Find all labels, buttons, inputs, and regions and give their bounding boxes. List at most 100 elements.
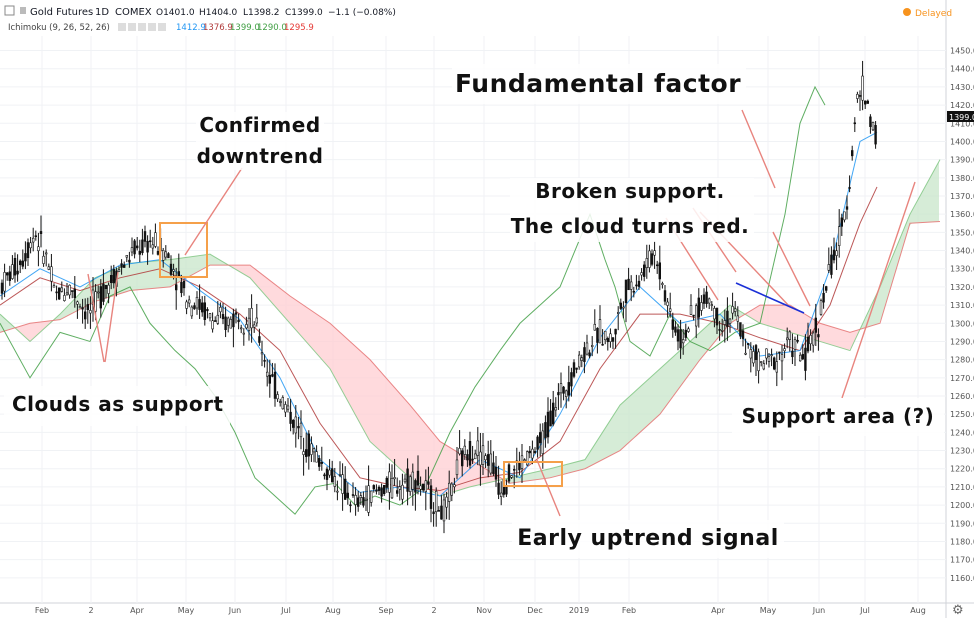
cloud-segment-bullish: [132, 262, 135, 291]
arrow-support-2: [104, 271, 119, 363]
cloud-segment-bullish: [126, 263, 129, 292]
candle-body: [333, 476, 336, 487]
candle-body: [71, 290, 74, 292]
candle-body: [583, 347, 586, 362]
cloud-segment-bullish: [201, 255, 204, 270]
indicator-name[interactable]: Ichimoku (9, 26, 52, 26): [8, 23, 110, 33]
candle-body: [858, 95, 862, 97]
candle-body: [486, 454, 490, 466]
candle-body: [824, 286, 828, 291]
candle-body: [286, 405, 290, 410]
cloud-segment-bullish: [564, 464, 567, 475]
candle-body: [863, 100, 867, 105]
cloud-segment-bullish: [615, 408, 618, 454]
label-bg-fundamental: [452, 64, 746, 104]
cloud-segment-bullish: [741, 311, 744, 317]
settings-gear-icon[interactable]: ⚙: [952, 603, 964, 618]
candle-body: [206, 309, 209, 312]
confirmed-downtrend-box: [159, 222, 208, 278]
cloud-segment-bearish: [396, 389, 399, 468]
cloud-segment-bullish: [3, 316, 6, 332]
candle-body: [437, 510, 440, 512]
price-axis[interactable]: 1160.0 1170.0 1180.0 1190.0 1200.0 1210.0 1220…: [950, 47, 974, 583]
time-tick-label: Aug: [910, 606, 926, 615]
candle-body: [198, 299, 201, 310]
candle-body: [234, 312, 238, 315]
candle-body: [110, 275, 113, 284]
cloud-segment-bullish: [537, 471, 540, 480]
cloud-segment-bearish: [393, 385, 396, 466]
candle-body: [710, 304, 714, 306]
indicator-remove-icon[interactable]: [148, 23, 156, 31]
candle-body: [42, 255, 45, 264]
time-axis[interactable]: Feb 2 Apr May Jun Jul Aug Sep 2 Nov Dec 2019 Feb Apr M…: [35, 606, 926, 615]
candle-body: [338, 474, 342, 476]
cloud-segment-bearish: [342, 334, 345, 396]
candle-body: [518, 462, 521, 471]
candle-body: [445, 496, 448, 508]
candle-body: [278, 401, 282, 403]
cloud-segment-bullish: [885, 267, 888, 307]
candle-body: [832, 249, 836, 261]
candle-body: [848, 187, 851, 189]
cloud-segment-bearish: [432, 431, 435, 493]
candle-body: [471, 458, 474, 461]
collapse-icon[interactable]: [4, 5, 15, 16]
candle-body: [447, 482, 451, 502]
cloud-segment-bearish: [285, 292, 288, 321]
indicator-visibility-icon[interactable]: [118, 23, 126, 31]
cloud-segment-bearish: [27, 323, 30, 342]
candle-body: [785, 337, 789, 341]
symbol-name[interactable]: Gold Futures: [30, 7, 93, 18]
candle-body: [34, 235, 38, 238]
candle-body: [102, 283, 105, 302]
candle-body: [811, 332, 815, 346]
candle-body: [700, 302, 703, 311]
candle-body: [806, 336, 810, 352]
low-value: L1398.2: [243, 8, 280, 18]
cloud-segment-bullish: [702, 327, 705, 358]
candle-body: [401, 484, 404, 500]
candle-body: [372, 485, 375, 490]
broken-support-trendline[interactable]: [735, 282, 805, 314]
candle-body: [629, 281, 633, 290]
candle-body: [260, 352, 264, 355]
candle-body: [580, 357, 584, 361]
price-tick-label: 1410.0: [950, 119, 974, 128]
cloud-segment-bullish: [555, 466, 558, 477]
cloud-segment-bullish: [627, 396, 630, 445]
cloud-segment-bullish: [60, 311, 63, 320]
cloud-segment-bearish: [276, 285, 279, 311]
candle-body: [403, 478, 407, 483]
cloud-segment-bullish: [567, 463, 570, 474]
cloud-segment-bullish: [651, 374, 654, 423]
indicator-settings-icon[interactable]: [128, 23, 136, 31]
price-tick-label: 1450.0: [950, 47, 974, 56]
candle-body: [476, 440, 479, 456]
candle-body: [265, 371, 269, 377]
cloud-segment-bearish: [849, 331, 852, 351]
cloud-segment-bullish: [879, 282, 882, 324]
candle-body: [419, 485, 422, 490]
cloud-segment-bullish: [69, 301, 72, 315]
cloud-segment-bullish: [621, 401, 624, 450]
annotation-early-uptrend: Early uptrend signal: [517, 526, 778, 551]
candle-body: [104, 284, 108, 290]
candle-body: [541, 430, 545, 454]
cloud-segment-bearish: [780, 305, 783, 331]
cloud-segment-bearish: [360, 350, 363, 429]
candle-body: [336, 490, 339, 493]
candle-body: [343, 478, 347, 500]
annotation-fundamental: Fundamental factor: [455, 69, 741, 98]
interval[interactable]: 1D: [95, 7, 109, 18]
candle-body: [359, 495, 362, 498]
candle-body: [479, 451, 482, 466]
last-price-badge: [947, 111, 974, 122]
cloud-segment-bullish: [936, 161, 939, 222]
indicator-source-icon[interactable]: [138, 23, 146, 31]
cloud-segment-bearish: [471, 460, 474, 487]
candle-body: [0, 282, 4, 294]
indicator-more-icon[interactable]: [158, 23, 166, 31]
candle-body: [749, 349, 753, 359]
change-value: −1.1 (−0.08%): [328, 8, 396, 18]
